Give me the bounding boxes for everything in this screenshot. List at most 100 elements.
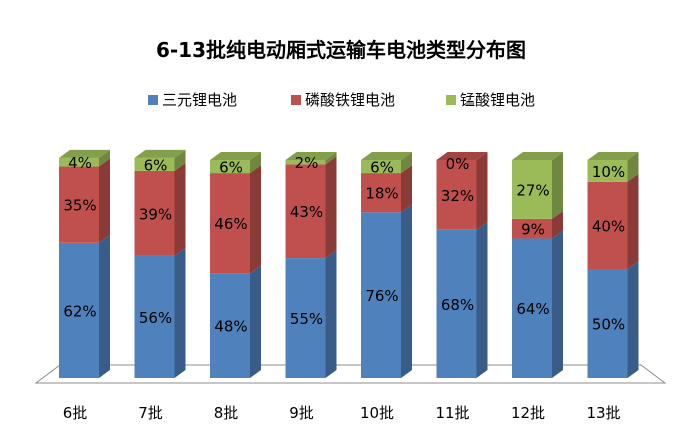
bar-segment-side — [401, 165, 412, 213]
bar-segment — [134, 157, 175, 171]
x-tick-label: 6批 — [63, 404, 88, 422]
bar-segment-side — [627, 261, 639, 378]
bar-segment — [285, 258, 326, 378]
bar-segment — [134, 255, 175, 378]
data-label: 18% — [365, 185, 398, 203]
bar-segment-side — [552, 230, 563, 378]
data-label: 56% — [139, 309, 172, 327]
bar-segment-side — [552, 210, 563, 239]
bar-segment-side — [476, 152, 488, 230]
data-label: 0% — [446, 155, 470, 173]
data-label: 2% — [295, 154, 319, 172]
legend-swatch — [446, 95, 456, 105]
bar-top — [59, 149, 110, 158]
data-label: 43% — [290, 203, 323, 221]
legend-swatch — [291, 95, 301, 105]
bar-segment-side — [627, 152, 639, 182]
bar-stack: 50% 40% 10% — [587, 152, 639, 378]
x-axis-labels: 6批 7批 8批 9批 10批 11批 12批 13批 — [63, 404, 621, 422]
x-tick-label: 12批 — [511, 404, 545, 422]
bar-stack: 55% 43% 2% — [285, 152, 337, 378]
bar-segment — [512, 160, 552, 219]
data-label: 6% — [370, 159, 394, 177]
data-label: 27% — [516, 181, 549, 199]
x-tick-label: 9批 — [289, 404, 314, 422]
bar-segment-side — [627, 173, 639, 269]
bar-top — [285, 152, 337, 160]
bar-segment — [285, 160, 326, 165]
bar-segment-side — [250, 265, 261, 378]
legend-swatch — [148, 95, 158, 105]
bar-segment-side — [325, 152, 337, 165]
bar-segment — [361, 160, 401, 174]
data-label: 40% — [592, 217, 625, 235]
chart-floor — [34, 364, 667, 384]
bar-segment-side — [552, 152, 563, 219]
data-label: 9% — [521, 221, 545, 239]
bar-top — [134, 149, 186, 158]
data-label: 35% — [63, 197, 96, 215]
bar-segment-side — [99, 158, 110, 243]
bar-segment-side — [401, 204, 412, 378]
bar-segment — [587, 269, 628, 378]
bar-top — [436, 152, 488, 160]
bar-segment-side — [250, 152, 261, 174]
bar-segment-side — [99, 149, 110, 167]
x-tick-label: 8批 — [214, 404, 239, 422]
bar-segment-side — [174, 149, 186, 171]
bar-segment-side — [401, 152, 412, 174]
data-label: 48% — [214, 318, 247, 336]
floor-plane — [34, 364, 667, 384]
legend-label: 三元锂电池 — [162, 91, 237, 109]
legend-label: 磷酸铁锂电池 — [305, 91, 395, 109]
bar-segment-side — [174, 247, 186, 378]
bar-top — [587, 152, 639, 160]
bar-segment — [59, 242, 99, 378]
bar-segment-side — [325, 250, 337, 378]
bar-segment — [285, 164, 326, 259]
bar-stacks: 62% 35% 4% 56% 39% 6% 48% 46% 6% 55% 43% 2% 76% 18% 6%… — [59, 149, 639, 378]
bar-stack: 62% 35% 4% — [59, 149, 110, 378]
bar-segment-side — [325, 156, 337, 259]
x-tick-label: 7批 — [138, 404, 163, 422]
data-label: 76% — [365, 287, 398, 305]
bar-segment-side — [250, 165, 261, 274]
bar-segment — [59, 157, 99, 167]
bar-segment — [436, 160, 477, 230]
bar-segment — [210, 273, 250, 378]
bar-segment — [210, 160, 250, 174]
chart-title: 6-13批纯电动厢式运输车电池类型分布图 — [156, 38, 526, 62]
bar-segment — [210, 173, 250, 274]
bar-segment — [59, 166, 99, 243]
bar-segment — [587, 160, 628, 182]
data-label: 10% — [592, 163, 625, 181]
bar-segment-side — [174, 162, 186, 256]
bar-top — [512, 152, 563, 160]
data-label: 46% — [214, 215, 247, 233]
bar-top — [210, 152, 261, 160]
bar-segment — [587, 181, 628, 269]
bar-segment — [512, 218, 552, 239]
bar-stack: 68% 32% 0% — [436, 152, 488, 378]
data-label: 50% — [592, 316, 625, 334]
bar-segment — [512, 238, 552, 378]
bar-segment — [361, 212, 401, 378]
bar-segment-side — [476, 221, 488, 378]
data-label: 4% — [68, 154, 92, 172]
data-label: 32% — [441, 187, 474, 205]
x-tick-label: 11批 — [435, 404, 469, 422]
data-label: 6% — [219, 159, 243, 177]
bar-stack: 56% 39% 6% — [134, 149, 186, 378]
bar-segment — [361, 173, 401, 213]
bar-top — [361, 152, 412, 160]
bar-segment-side — [99, 234, 110, 378]
data-label: 62% — [63, 302, 96, 320]
bar-stack: 48% 46% 6% — [210, 152, 261, 378]
data-label: 64% — [516, 300, 549, 318]
bar-stack: 76% 18% 6% — [361, 152, 412, 378]
bar-segment — [134, 170, 175, 256]
x-tick-label: 13批 — [586, 404, 620, 422]
bar-stack: 64% 9% 27% — [512, 152, 563, 378]
